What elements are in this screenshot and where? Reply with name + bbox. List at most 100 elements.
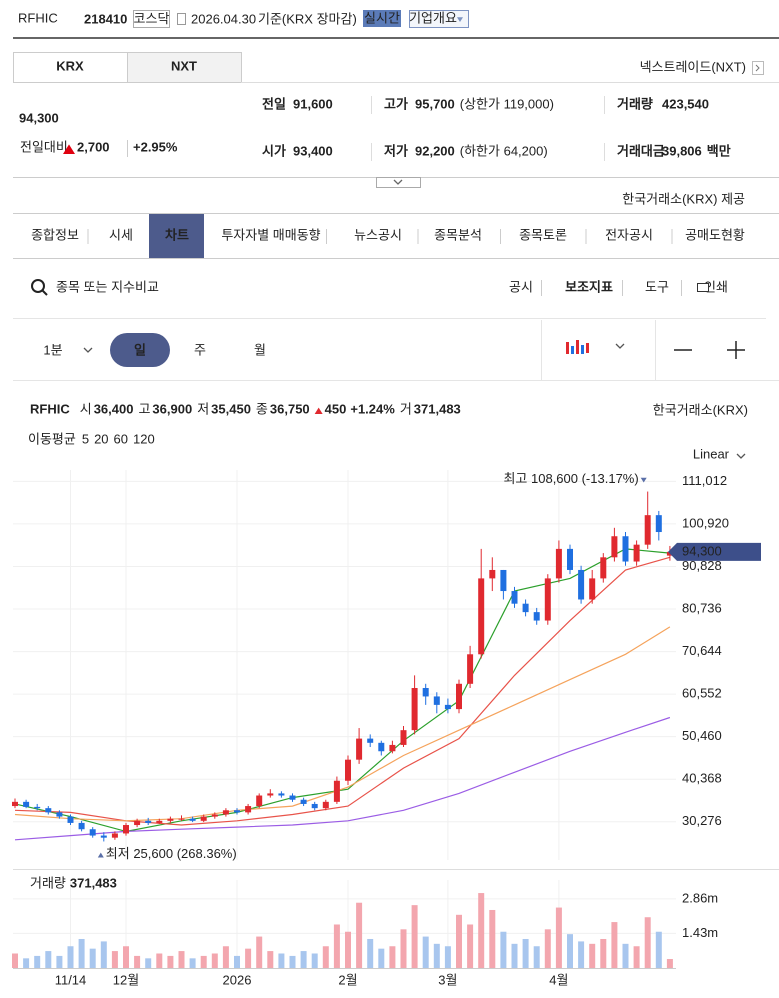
high-arrow: [640, 477, 647, 483]
change-label: 전일대비: [20, 139, 68, 154]
period[interactable]: 1분: [43, 342, 62, 357]
candle-body: [356, 738, 363, 760]
company-badge[interactable]: [409, 10, 469, 28]
x-tick-label: 4월: [549, 972, 568, 987]
candle-body: [467, 654, 474, 684]
change-arrow: [63, 144, 75, 154]
market: 코스닥: [134, 11, 170, 26]
stat-value: 93,400: [293, 143, 333, 158]
low-arrow: [97, 852, 104, 858]
candle-body: [89, 829, 96, 836]
candle-body: [422, 688, 429, 697]
scale-mode[interactable]: Linear: [693, 446, 730, 461]
tool[interactable]: 도구: [645, 279, 669, 294]
candle-body: [245, 806, 252, 813]
candle-body: [478, 578, 485, 655]
stat-label: 전일: [262, 96, 286, 111]
volume-bar: [611, 922, 618, 968]
chart-type-icon: [576, 340, 579, 354]
realtime-badge[interactable]: [363, 10, 401, 27]
candle-body: [600, 557, 607, 579]
candle-body: [56, 812, 63, 817]
last-price-label: 94,300: [682, 543, 722, 558]
volume-bar: [345, 931, 351, 968]
y-tick-label: 50,460: [682, 728, 722, 743]
volume-bar: [444, 946, 451, 968]
chart-type-icon: [586, 343, 589, 353]
stock-code: 218410: [84, 11, 127, 26]
symbol: RFHIC: [30, 401, 70, 416]
nav-tab[interactable]: 종목토론: [519, 227, 567, 242]
venue-tab[interactable]: KRX: [56, 58, 84, 73]
volume-bar: [589, 943, 596, 968]
expand-button[interactable]: [376, 177, 421, 188]
candle-body: [222, 810, 229, 815]
period-active: [110, 333, 170, 367]
candle-body: [578, 569, 585, 600]
volume-bar: [245, 948, 252, 968]
candle-body: [256, 795, 263, 807]
volume-bar: [167, 955, 174, 968]
nav-tab[interactable]: 종목분석: [434, 227, 482, 242]
candle-body: [533, 612, 540, 621]
search-handle: [41, 289, 48, 296]
nxt-link[interactable]: 넥스트레이드(NXT): [640, 59, 746, 74]
candle-body: [145, 820, 152, 823]
candle-body: [134, 820, 141, 826]
nxt-tab[interactable]: [127, 52, 242, 83]
volume-bar: [400, 929, 407, 968]
candle-body: [278, 793, 285, 796]
volume-bar: [456, 914, 462, 968]
x-tick-label: 2026: [223, 972, 252, 987]
candle-body: [23, 801, 30, 807]
search-input[interactable]: 종목 또는 지수비교: [56, 279, 159, 294]
nav-tab[interactable]: 시세: [109, 227, 133, 242]
nav-tab[interactable]: 차트: [165, 227, 189, 242]
period[interactable]: 월: [254, 342, 266, 357]
krx-tab[interactable]: [13, 52, 128, 83]
candle-body: [589, 578, 596, 600]
stat-label: 시가: [262, 143, 286, 158]
stat-label: 거래량: [617, 96, 653, 111]
stat-value: 423,540: [662, 96, 709, 111]
company-caret: [457, 17, 463, 22]
candle-body: [111, 833, 118, 838]
volume-bar: [511, 943, 518, 968]
venue-tab[interactable]: NXT: [171, 58, 197, 73]
doc-icon: [177, 13, 186, 25]
candle-body: [300, 799, 307, 804]
volume-bar: [234, 955, 240, 968]
nav-tab[interactable]: 뉴스공시: [354, 227, 402, 242]
nav-tab[interactable]: 공매도현황: [685, 227, 745, 242]
volume-label: 거: [400, 401, 412, 416]
volume-bar: [289, 955, 296, 968]
volume-bar: [100, 941, 107, 968]
stat-label: 저가: [384, 143, 408, 158]
volume-bar: [600, 938, 607, 968]
volume-bar: [111, 951, 118, 968]
nxt-link-box: [752, 61, 764, 75]
volume-bar: [89, 948, 96, 968]
candle-body: [400, 730, 407, 745]
candle-body: [34, 806, 41, 809]
nav-tab[interactable]: 투자자별 매매동향: [221, 227, 320, 242]
nav-tab[interactable]: 종합정보: [31, 227, 79, 242]
tool[interactable]: 인쇄: [704, 279, 728, 294]
legend-entry: 5: [82, 431, 89, 446]
period[interactable]: 주: [194, 342, 206, 357]
candle-body: [178, 818, 185, 820]
chart-type-icon: [571, 346, 574, 354]
y-tick-label: 80,736: [682, 600, 722, 615]
volume-bar: [145, 958, 152, 968]
volume-bar: [367, 938, 374, 968]
tool[interactable]: 보조지표: [565, 279, 613, 294]
nav-tab[interactable]: 전자공시: [605, 227, 653, 242]
candle-body: [511, 591, 518, 604]
period[interactable]: 일: [134, 342, 146, 357]
ohlc-value: 36,900: [152, 401, 192, 416]
volume-bar: [489, 909, 496, 968]
tool[interactable]: 공시: [509, 279, 533, 294]
volume-title-value: 371,483: [70, 875, 117, 890]
low-marker: 최저 25,600 (268.36%): [106, 846, 237, 861]
candle-body: [655, 515, 662, 533]
